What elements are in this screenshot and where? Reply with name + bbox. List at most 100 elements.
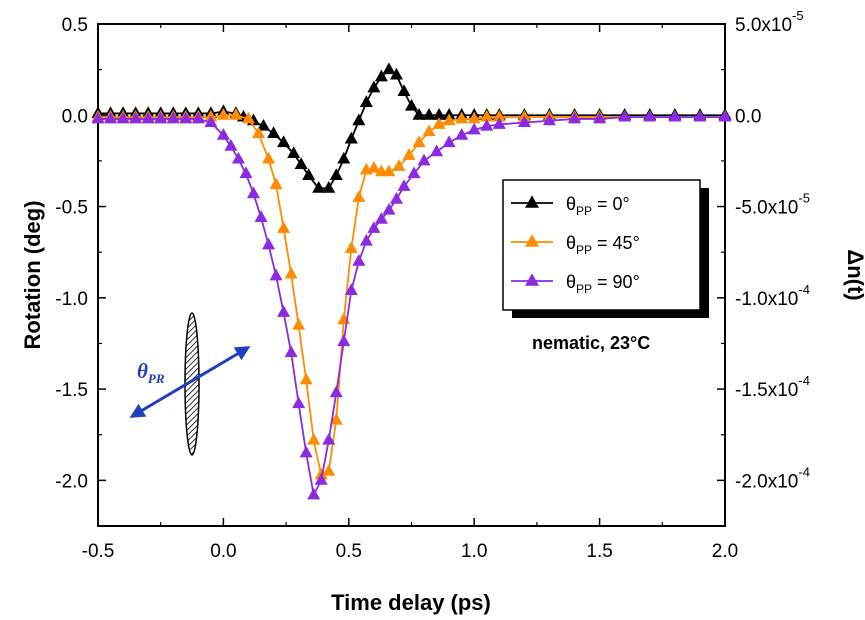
data-point <box>267 126 281 138</box>
data-point <box>292 317 306 330</box>
data-point <box>337 151 351 164</box>
y-tick-label: 0.5 <box>62 15 88 36</box>
data-point <box>492 109 506 122</box>
data-point <box>389 67 403 80</box>
data-point <box>718 109 732 122</box>
legend-label: θPP = 0° <box>566 194 630 218</box>
data-point <box>129 111 143 124</box>
data-point <box>407 166 421 179</box>
data-point <box>179 111 193 124</box>
legend-label: θPP = 90° <box>566 272 640 296</box>
y2-tick-label: -1.5x10-4 <box>735 373 810 401</box>
data-point <box>216 108 230 120</box>
data-point <box>568 111 582 124</box>
y2-tick-label: -5.0x10-5 <box>735 191 810 219</box>
data-point <box>287 146 301 159</box>
series-layer <box>91 62 732 500</box>
data-point <box>239 166 253 179</box>
data-point <box>432 108 446 120</box>
series-line <box>98 116 725 498</box>
y2-tick-label: 5.0x10-5 <box>735 8 804 36</box>
data-point <box>593 111 607 124</box>
data-point <box>329 385 343 398</box>
data-point <box>292 396 306 409</box>
probe-polarization-arrow <box>129 346 251 418</box>
data-point <box>517 115 531 128</box>
data-point <box>141 111 155 124</box>
legend-marker <box>525 234 539 247</box>
data-point <box>344 131 358 144</box>
x-tick-label: 1.0 <box>461 541 487 562</box>
data-point <box>204 115 218 128</box>
data-point <box>254 210 268 222</box>
data-point <box>231 151 245 164</box>
data-point <box>374 69 388 82</box>
data-point <box>269 268 283 281</box>
series-2 <box>91 109 732 500</box>
data-point <box>277 135 291 148</box>
data-point <box>397 84 411 96</box>
x-axis-title: Time delay (ps) <box>331 590 491 615</box>
x-tick-label: 0.5 <box>336 541 362 562</box>
data-point <box>442 113 456 126</box>
data-point <box>422 108 436 120</box>
data-point <box>467 111 481 124</box>
y-tick-label: 0.0 <box>62 106 88 127</box>
data-point <box>294 157 308 170</box>
data-point <box>252 126 266 138</box>
data-point <box>397 179 411 191</box>
data-point <box>322 181 336 193</box>
data-point <box>430 144 444 157</box>
x-tick-label: 2.0 <box>712 541 738 562</box>
x-tick-label: -0.5 <box>82 541 115 562</box>
data-point <box>116 111 130 124</box>
data-point <box>337 334 351 347</box>
polarizer-inset: θPR <box>129 312 251 456</box>
data-point <box>352 113 366 126</box>
y-tick-label: -2.0 <box>55 471 88 492</box>
data-point <box>262 237 276 250</box>
data-point <box>618 109 632 122</box>
data-point <box>402 148 416 160</box>
data-point <box>367 160 381 173</box>
legend-marker <box>525 195 539 208</box>
data-point <box>412 135 426 148</box>
data-point <box>374 212 388 224</box>
data-point <box>299 445 313 458</box>
data-point <box>329 168 343 180</box>
x-tick-label: 1.5 <box>586 541 612 562</box>
data-point <box>104 111 118 124</box>
x-tick-label: 0.0 <box>210 541 236 562</box>
y2-tick-label: 0.0 <box>735 106 761 127</box>
theta-pr-label: θPR <box>137 359 165 386</box>
data-point <box>455 128 469 140</box>
data-point <box>154 111 168 124</box>
data-point <box>432 117 446 129</box>
data-point <box>455 111 469 124</box>
legend: θPP = 0° θPP = 45° θPP = 90° <box>502 179 709 318</box>
data-point <box>352 190 366 202</box>
data-point <box>166 111 180 124</box>
x-ticks: -0.5 0.0 0.5 1.0 1.5 2.0 <box>82 24 738 562</box>
data-point <box>257 118 271 131</box>
y-ticks: 0.5 0.0 -0.5 -1.0 -1.5 -2.0 <box>55 15 106 492</box>
data-point <box>405 98 418 111</box>
data-point <box>382 202 396 215</box>
data-point <box>492 117 506 129</box>
data-point <box>668 109 682 122</box>
data-point <box>367 80 381 93</box>
y-tick-label: -0.5 <box>55 198 88 219</box>
data-point <box>329 412 343 425</box>
y2-tick-label: -1.0x10-4 <box>735 282 810 310</box>
data-point <box>307 487 321 500</box>
data-point <box>359 95 373 107</box>
data-point <box>359 233 373 246</box>
data-point <box>216 128 230 140</box>
data-point <box>284 345 298 358</box>
data-point <box>643 109 657 122</box>
y2-tick-label: -2.0x10-4 <box>735 464 810 492</box>
data-point <box>229 108 243 120</box>
data-point <box>382 164 396 177</box>
annotation-label: nematic, 23°C <box>532 333 650 353</box>
data-point <box>277 221 291 233</box>
